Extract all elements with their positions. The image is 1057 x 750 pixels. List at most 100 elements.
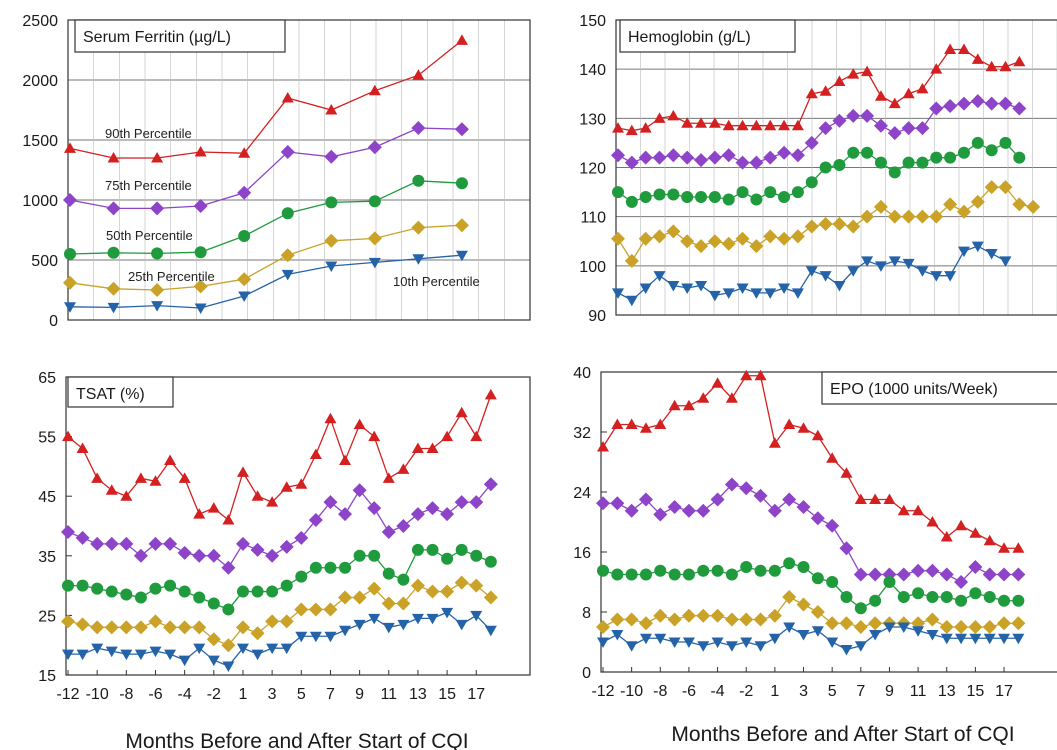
data-point: [940, 633, 953, 645]
data-point: [804, 219, 819, 234]
data-point: [397, 573, 410, 586]
data-point: [969, 633, 982, 645]
data-point: [470, 549, 483, 562]
data-point: [309, 631, 322, 643]
data-point: [484, 388, 497, 400]
data-point: [753, 612, 768, 627]
series-p10: [612, 241, 1012, 307]
data-point: [778, 191, 791, 203]
data-point: [874, 90, 887, 101]
data-point: [998, 542, 1011, 553]
data-point: [325, 261, 338, 272]
data-point: [367, 140, 382, 155]
data-point: [868, 567, 883, 582]
data-point: [639, 568, 652, 581]
data-point: [624, 155, 639, 170]
data-point: [441, 607, 454, 619]
data-point: [832, 217, 847, 232]
y-tick-label: 15: [38, 668, 56, 685]
data-point: [944, 271, 957, 282]
data-point: [654, 564, 667, 577]
data-point: [610, 496, 625, 511]
data-point: [1012, 101, 1027, 116]
data-point: [411, 543, 424, 556]
data-point: [725, 392, 738, 403]
data-point: [367, 231, 382, 246]
data-point: [740, 561, 753, 573]
data-point: [251, 649, 264, 661]
data-point: [791, 119, 804, 131]
data-point: [133, 620, 148, 635]
data-point: [819, 85, 832, 96]
data-point: [280, 579, 293, 592]
data-point: [612, 186, 624, 199]
x-tick-label: 13: [409, 686, 427, 703]
data-point: [667, 188, 680, 201]
data-point: [324, 149, 339, 164]
data-point: [653, 507, 668, 522]
data-point: [164, 649, 177, 661]
data-point: [997, 567, 1012, 582]
data-point: [957, 146, 970, 159]
data-point: [916, 82, 929, 94]
data-point: [411, 121, 426, 135]
data-point: [695, 117, 708, 128]
data-point: [971, 241, 984, 253]
data-point: [75, 617, 90, 632]
data-point: [221, 560, 236, 575]
data-point: [309, 448, 322, 459]
data-point: [440, 507, 455, 522]
x-tick-label: 5: [297, 686, 306, 703]
data-point: [724, 477, 739, 492]
data-point: [194, 246, 207, 259]
data-point: [638, 616, 653, 631]
data-point: [754, 369, 767, 381]
data-point: [76, 649, 89, 661]
data-point: [930, 63, 943, 74]
series-p25: [61, 575, 498, 653]
data-point: [940, 591, 953, 603]
data-point: [985, 249, 998, 260]
data-point: [106, 281, 121, 296]
data-point: [681, 283, 694, 294]
data-point: [854, 493, 867, 504]
data-point: [763, 229, 778, 244]
data-point: [708, 191, 721, 203]
data-point: [105, 585, 118, 598]
x-tick-label: 7: [326, 686, 335, 703]
data-point: [722, 193, 735, 206]
data-point: [956, 204, 971, 219]
data-point: [236, 585, 249, 598]
data-point: [381, 596, 396, 611]
data-point: [912, 626, 925, 637]
data-point: [454, 218, 469, 233]
data-point: [624, 503, 639, 518]
data-point: [62, 579, 74, 592]
data-point: [177, 545, 192, 560]
data-point: [76, 579, 89, 592]
data-point: [969, 527, 982, 538]
data-point: [888, 256, 901, 267]
data-point: [778, 283, 791, 294]
data-point: [708, 117, 721, 128]
data-point: [107, 246, 120, 259]
data-point: [280, 481, 293, 492]
data-point: [353, 549, 366, 562]
data-point: [839, 541, 854, 556]
data-point: [222, 661, 235, 673]
data-point: [840, 467, 853, 478]
data-point: [638, 492, 653, 507]
data-point: [149, 475, 162, 486]
data-point: [281, 92, 294, 103]
data-point: [968, 560, 983, 574]
data-point: [134, 591, 147, 604]
data-point: [63, 193, 77, 207]
data-point: [805, 266, 818, 277]
x-tick-label: -6: [682, 683, 696, 700]
data-point: [426, 442, 439, 454]
data-point: [682, 637, 695, 648]
data-point: [721, 148, 736, 163]
data-point: [883, 622, 896, 633]
data-point: [791, 288, 804, 299]
data-point: [76, 442, 89, 454]
